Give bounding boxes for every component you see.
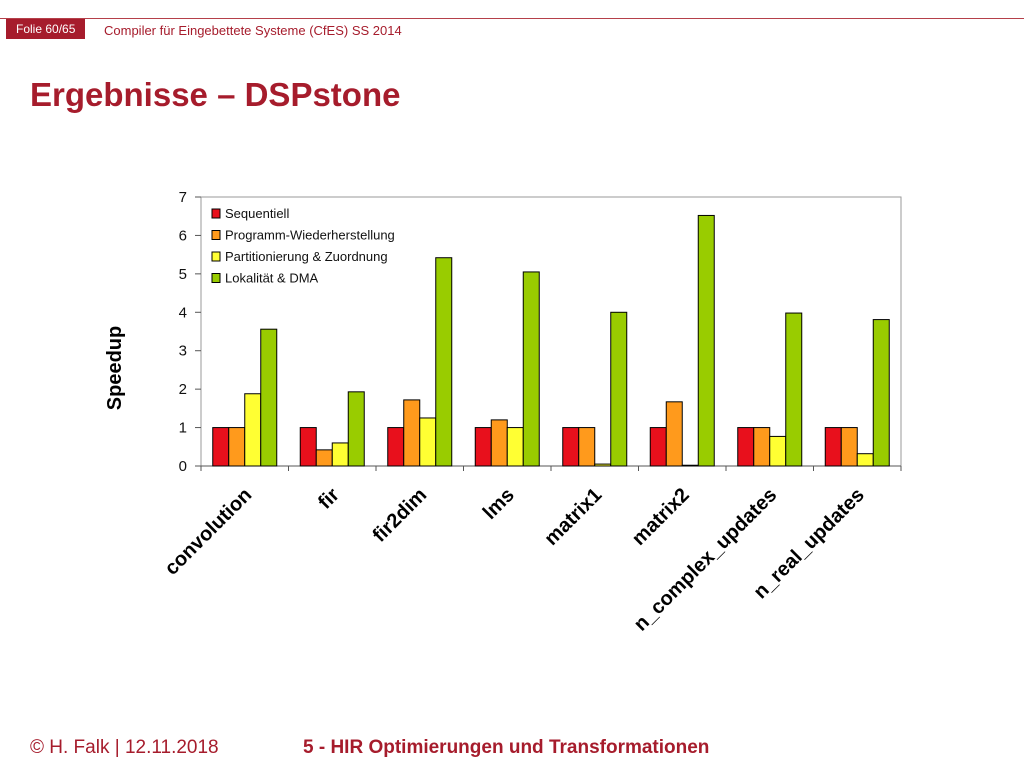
bar-n_real_updates-0 <box>824 427 842 467</box>
bar-matrix1-2 <box>594 463 612 467</box>
bar-matrix2-0 <box>649 427 667 467</box>
y-tick-label: 5 <box>179 266 187 283</box>
bar-n_real_updates-2 <box>856 453 874 467</box>
bar-convolution-2 <box>244 393 262 467</box>
bar-n_complex_updates-1 <box>753 427 771 467</box>
chart-legend: Sequentiell Programm-Wiederherstellung Par… <box>211 206 395 286</box>
y-tick-label: 4 <box>179 304 187 321</box>
y-tick-label: 7 <box>179 189 187 206</box>
bar-matrix2-3 <box>697 214 715 467</box>
y-axis-title: Speedup <box>104 326 126 410</box>
bar-convolution-0 <box>212 427 230 467</box>
x-tick-label: fir <box>314 484 344 514</box>
legend-label: Lokalität & DMA <box>225 271 319 286</box>
course-title: Compiler für Eingebettete Systeme (CfES)… <box>104 23 402 38</box>
bar-convolution-3 <box>260 328 278 467</box>
bar-n_real_updates-1 <box>840 427 858 467</box>
x-tick-label: lms <box>479 484 519 524</box>
bar-matrix1-3 <box>610 311 628 467</box>
bar-fir2dim-1 <box>403 399 421 467</box>
bar-lms-0 <box>474 427 492 467</box>
bar-matrix1-1 <box>578 427 596 467</box>
legend-swatch <box>211 251 221 262</box>
footer-author: © H. Falk | 12.11.2018 <box>30 737 219 758</box>
bar-fir2dim-0 <box>387 427 405 467</box>
bar-fir-2 <box>331 442 349 467</box>
y-tick-label: 1 <box>179 420 187 437</box>
bar-n_complex_updates-3 <box>785 312 803 467</box>
bar-convolution-1 <box>228 427 246 467</box>
legend-swatch <box>211 230 221 240</box>
legend-label: Programm-Wiederherstellung <box>225 228 395 243</box>
bar-lms-3 <box>522 271 540 467</box>
bar-fir-3 <box>347 391 365 467</box>
bar-fir-0 <box>299 427 317 467</box>
legend-swatch <box>211 208 221 219</box>
bar-lms-2 <box>506 427 524 467</box>
bar-fir2dim-3 <box>435 257 453 467</box>
x-tick-label: fir2dim <box>369 484 432 547</box>
footer-section-title: 5 - HIR Optimierungen und Transformation… <box>303 737 710 758</box>
legend-label: Sequentiell <box>225 206 289 221</box>
chart-bars <box>212 214 890 467</box>
y-tick-label: 2 <box>179 381 187 398</box>
y-tick-label: 0 <box>179 458 187 475</box>
bar-fir-1 <box>315 449 333 467</box>
x-tick-label: matrix2 <box>628 484 694 550</box>
bar-n_complex_updates-2 <box>769 435 787 467</box>
bar-matrix2-2 <box>681 464 699 467</box>
bar-matrix2-1 <box>665 401 683 467</box>
slide-title: Ergebnisse – DSPstone <box>30 76 401 113</box>
bar-n_complex_updates-0 <box>737 427 755 467</box>
slide-number-badge: Folie 60/65 <box>6 19 86 39</box>
header-rule <box>0 18 1024 19</box>
bar-fir2dim-2 <box>419 417 437 467</box>
x-tick-label: n_complex_updates <box>630 484 782 636</box>
y-tick-label: 3 <box>179 343 187 360</box>
bar-lms-1 <box>490 419 508 467</box>
x-tick-label: matrix1 <box>540 484 606 550</box>
x-tick-label: convolution <box>161 484 257 580</box>
bar-matrix1-0 <box>562 427 580 467</box>
legend-swatch <box>211 273 221 283</box>
y-tick-label: 6 <box>179 227 187 244</box>
bar-n_real_updates-3 <box>872 319 890 467</box>
legend-label: Partitionierung & Zuordnung <box>225 249 388 264</box>
